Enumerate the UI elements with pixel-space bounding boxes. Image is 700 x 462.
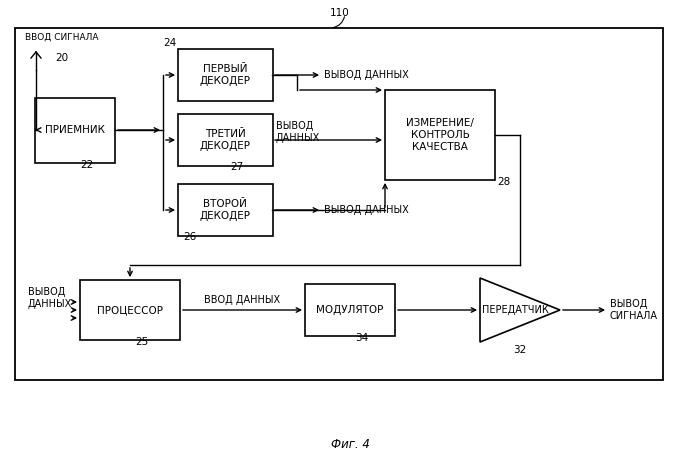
Text: ТРЕТИЙ
ДЕКОДЕР: ТРЕТИЙ ДЕКОДЕР	[199, 129, 251, 151]
Text: ПРОЦЕССОР: ПРОЦЕССОР	[97, 305, 163, 315]
Text: ВЫВОД ДАННЫХ: ВЫВОД ДАННЫХ	[324, 205, 409, 215]
Text: Фиг. 4: Фиг. 4	[330, 438, 370, 451]
Text: ВЫВОД
ДАННЫХ: ВЫВОД ДАННЫХ	[28, 287, 72, 309]
Text: ВВОД ДАННЫХ: ВВОД ДАННЫХ	[204, 295, 280, 305]
Text: 27: 27	[230, 162, 244, 172]
Bar	[385, 90, 495, 180]
Text: ВВОД СИГНАЛА: ВВОД СИГНАЛА	[25, 32, 99, 42]
Bar	[178, 49, 272, 101]
Text: ПРИЕМНИК: ПРИЕМНИК	[45, 125, 105, 135]
Text: 32: 32	[513, 345, 526, 355]
Text: ИЗМЕРЕНИЕ/
КОНТРОЛЬ
КАЧЕСТВА: ИЗМЕРЕНИЕ/ КОНТРОЛЬ КАЧЕСТВА	[406, 118, 474, 152]
Text: МОДУЛЯТОР: МОДУЛЯТОР	[316, 305, 384, 315]
Text: ВЫВОД
ДАННЫХ: ВЫВОД ДАННЫХ	[276, 121, 321, 143]
Polygon shape	[480, 278, 560, 342]
Text: 28: 28	[497, 177, 510, 187]
Text: 26: 26	[183, 232, 196, 242]
Bar	[15, 28, 663, 380]
Text: 20: 20	[55, 53, 68, 63]
Bar	[178, 184, 272, 236]
Text: ПЕРЕДАТЧИК: ПЕРЕДАТЧИК	[482, 305, 548, 315]
Text: 24: 24	[162, 38, 176, 48]
Bar	[35, 97, 115, 163]
Bar	[178, 114, 272, 166]
Text: ВТОРОЙ
ДЕКОДЕР: ВТОРОЙ ДЕКОДЕР	[199, 199, 251, 221]
Bar	[80, 280, 180, 340]
Text: ПЕРВЫЙ
ДЕКОДЕР: ПЕРВЫЙ ДЕКОДЕР	[199, 64, 251, 86]
Text: 25: 25	[135, 337, 148, 347]
Bar	[305, 284, 395, 336]
Text: ВЫВОД
СИГНАЛА: ВЫВОД СИГНАЛА	[610, 299, 658, 321]
Text: 34: 34	[355, 333, 368, 343]
Text: 22: 22	[80, 160, 93, 170]
Text: ВЫВОД ДАННЫХ: ВЫВОД ДАННЫХ	[324, 70, 409, 80]
Text: 110: 110	[330, 8, 350, 18]
